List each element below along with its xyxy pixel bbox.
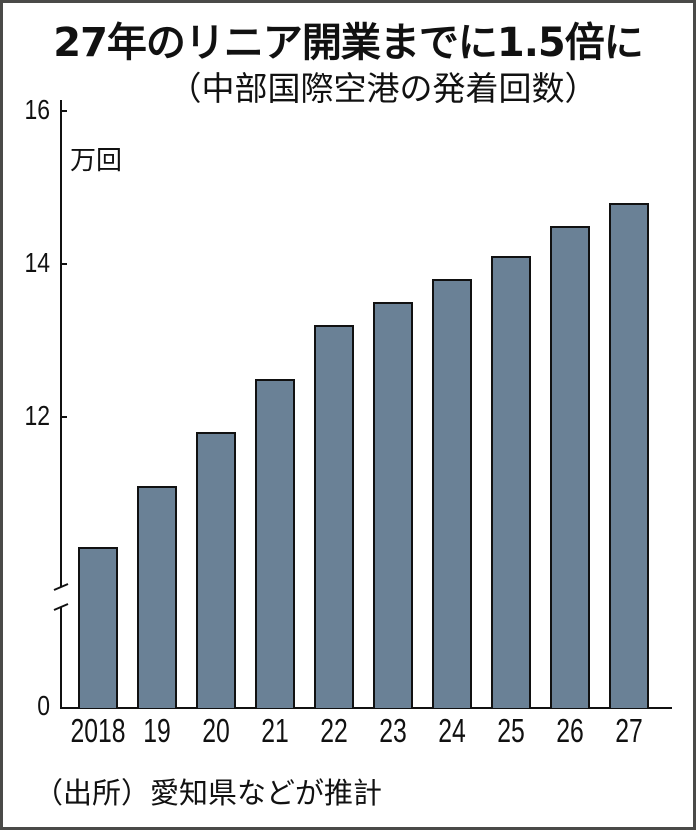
source-note: （出所）愛知県などが推計 <box>34 776 383 810</box>
y-axis-unit: 万回 <box>70 146 123 176</box>
y-tick-14: 14 <box>24 247 50 278</box>
bar-26 <box>550 226 590 708</box>
x-label-27: 27 <box>615 712 643 749</box>
bar-21 <box>255 379 295 708</box>
bar-24 <box>432 279 472 708</box>
x-label-24: 24 <box>438 712 466 749</box>
y-axis-lower <box>60 607 62 709</box>
bar-19 <box>137 486 177 708</box>
x-label-23: 23 <box>379 712 407 749</box>
y-tick-12: 12 <box>24 400 50 431</box>
bar-23 <box>373 302 413 708</box>
x-label-21: 21 <box>261 712 289 749</box>
chart-subtitle: （中部国際空港の発着回数） <box>168 69 598 108</box>
y-tick-mark-16 <box>60 110 67 112</box>
bar-22 <box>314 325 354 708</box>
bar-20 <box>196 432 236 708</box>
y-tick-16: 16 <box>24 94 50 125</box>
bar-25 <box>491 256 531 708</box>
y-tick-mark-12 <box>60 416 67 418</box>
y-axis-upper <box>60 100 62 587</box>
x-label-25: 25 <box>497 712 525 749</box>
x-label-20: 20 <box>202 712 230 749</box>
y-tick-0: 0 <box>37 690 50 721</box>
bar-2018 <box>78 547 118 708</box>
x-label-2018: 2018 <box>70 712 126 749</box>
y-tick-mark-14 <box>60 263 67 265</box>
x-label-22: 22 <box>320 712 348 749</box>
bar-27 <box>609 203 649 708</box>
x-axis <box>60 707 672 709</box>
chart-title: 27年のリニア開業までに1.5倍に <box>53 20 644 66</box>
x-label-19: 19 <box>143 712 171 749</box>
x-label-26: 26 <box>556 712 584 749</box>
